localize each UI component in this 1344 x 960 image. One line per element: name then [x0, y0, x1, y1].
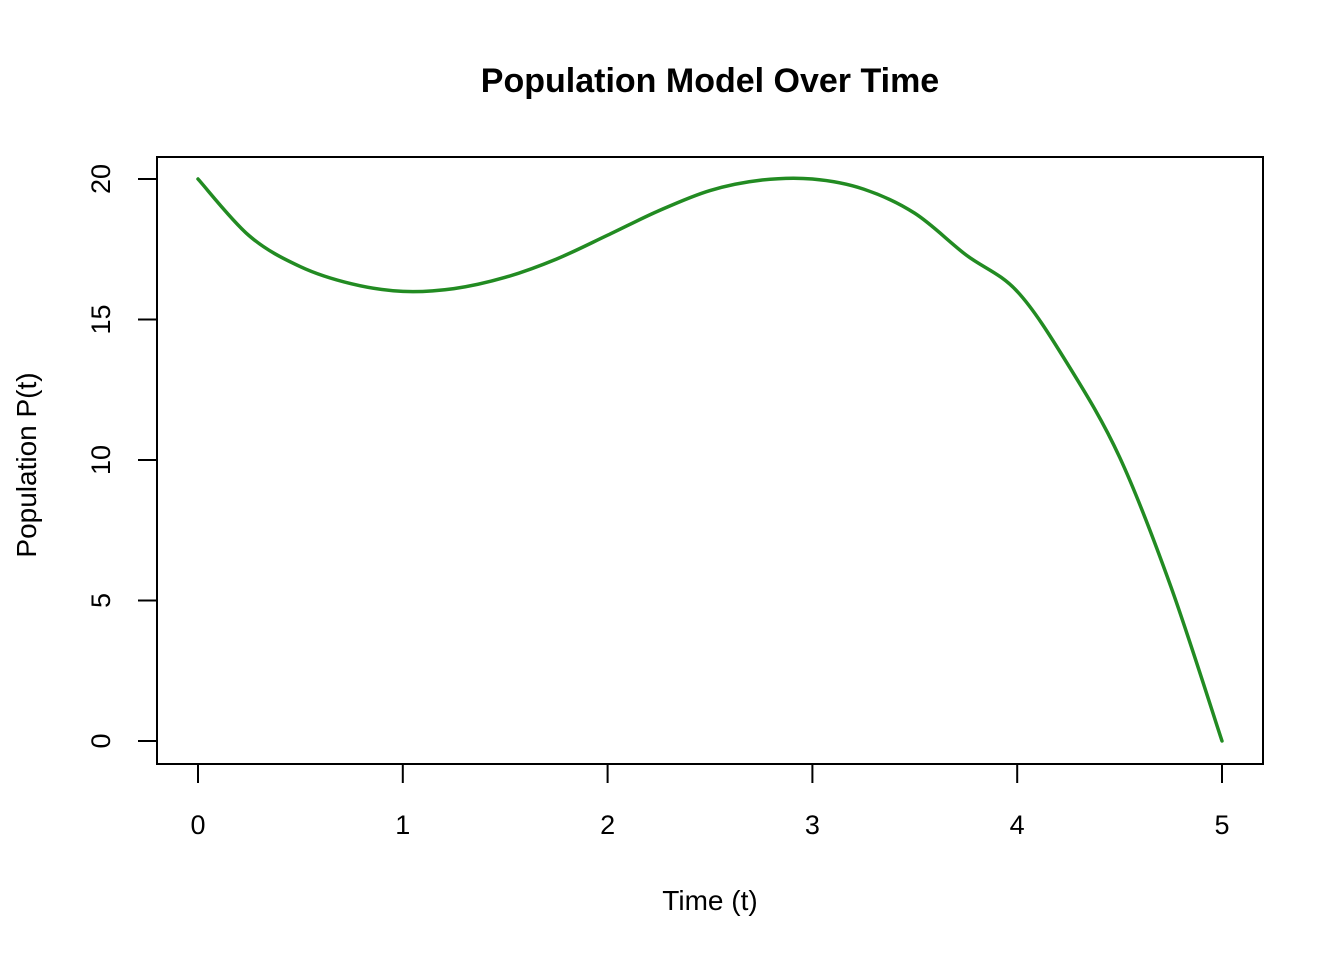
- x-tick-label: 2: [600, 810, 615, 840]
- x-tick-label: 5: [1214, 810, 1229, 840]
- series-line: [196, 176, 1224, 743]
- chart-title: Population Model Over Time: [481, 62, 939, 100]
- series-group: [196, 176, 1224, 743]
- x-axis-label: Time (t): [662, 885, 757, 916]
- plot-frame: [156, 156, 1264, 765]
- x-tick-label: 3: [805, 810, 820, 840]
- x-tick-label: 1: [395, 810, 410, 840]
- x-axis: 0 1 2 3 4 5: [190, 763, 1230, 840]
- y-tick-label: 5: [86, 593, 116, 608]
- y-tick-label: 15: [86, 304, 116, 334]
- x-tick-label: 0: [190, 810, 205, 840]
- y-tick-label: 20: [86, 164, 116, 194]
- y-tick-label: 10: [86, 445, 116, 475]
- x-tick-label: 4: [1010, 810, 1025, 840]
- y-axis-label: Population P(t): [11, 372, 42, 557]
- y-tick-label: 0: [86, 733, 116, 748]
- y-axis: 0 5 10 15 20: [86, 164, 158, 749]
